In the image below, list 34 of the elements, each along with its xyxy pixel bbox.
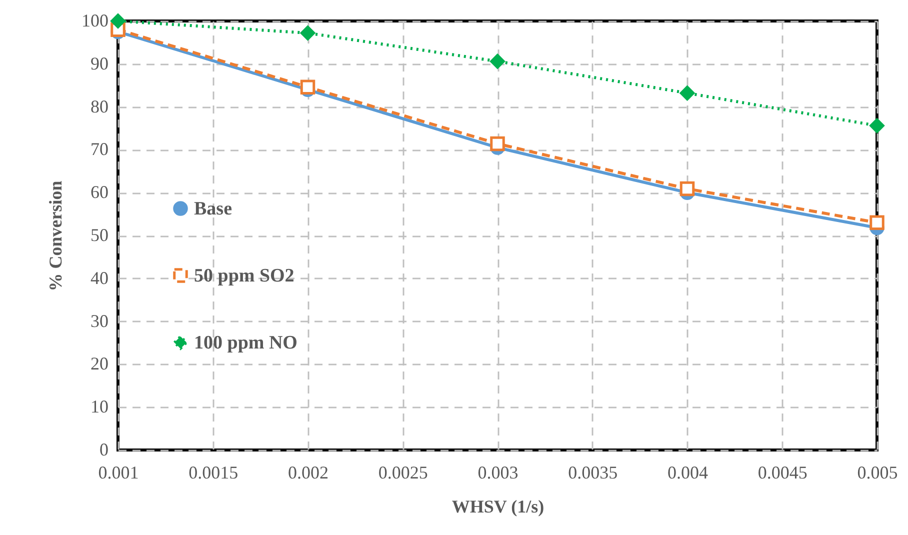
y-tick-label: 90 [90,53,108,74]
point [870,215,884,230]
y-tick-label: 0 [100,440,108,460]
y-tick-label: 60 [90,182,108,202]
point [300,26,316,40]
x-tick-label: 0.0035 [568,462,618,482]
x-tick-label: 0.001 [98,462,139,482]
x-tick-label: 0.003 [478,462,518,482]
x-tick-label: 0.002 [288,462,328,482]
point [680,86,695,100]
x-tick-label: 0.004 [668,462,708,482]
point [490,136,505,152]
y-tick-label: 50 [90,225,108,245]
y-tick-label: 80 [90,96,108,116]
y-tick-label: 10 [90,396,108,417]
point [490,54,505,69]
y-tick-label: 70 [90,139,108,160]
y-tick-label: 40 [90,268,108,288]
x-axis-title: WHSV (1/s) [452,496,544,516]
legend-label: Base [194,198,232,220]
point [110,14,126,28]
point [870,118,884,134]
legend-label: 50 ppm SO2 [194,266,294,286]
x-tick-label: 0.005 [857,462,898,482]
x-tick-label: 0.0045 [758,462,808,482]
y-tick-label: 30 [90,310,108,331]
y-axis-title: % Conversion [46,180,66,292]
y-tick-label: 100 [82,10,108,30]
x-tick-label: 0.0025 [378,462,428,482]
point [300,80,316,94]
legend-label: 100 ppm NO [194,332,298,354]
point [680,181,695,196]
x-tick-label: 0.0015 [188,462,238,482]
y-tick-label: 20 [90,354,108,374]
